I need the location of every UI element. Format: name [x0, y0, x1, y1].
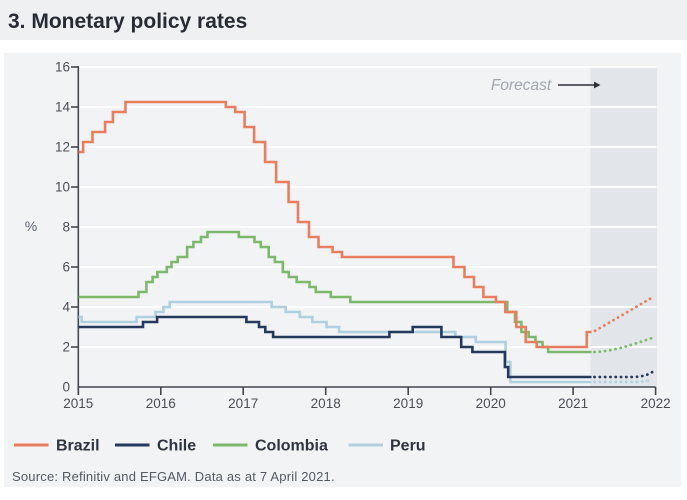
- svg-text:3. Monetary policy rates: 3. Monetary policy rates: [8, 10, 247, 33]
- svg-text:Chile: Chile: [157, 438, 196, 455]
- svg-text:2016: 2016: [146, 396, 176, 411]
- svg-text:6: 6: [62, 260, 70, 275]
- svg-text:2021: 2021: [558, 396, 588, 411]
- svg-text:Colombia: Colombia: [255, 438, 328, 455]
- svg-text:2022: 2022: [641, 396, 671, 411]
- svg-text:2020: 2020: [476, 396, 506, 411]
- svg-text:2017: 2017: [228, 396, 258, 411]
- svg-text:Brazil: Brazil: [56, 438, 100, 455]
- svg-text:Forecast: Forecast: [491, 77, 552, 94]
- svg-text:14: 14: [55, 100, 71, 115]
- svg-text:Source: Refinitiv and EFGAM. D: Source: Refinitiv and EFGAM. Data as at …: [12, 469, 335, 484]
- svg-text:2: 2: [62, 340, 70, 355]
- svg-text:2015: 2015: [63, 396, 93, 411]
- svg-text:2018: 2018: [311, 396, 341, 411]
- svg-text:2019: 2019: [393, 396, 423, 411]
- svg-text:16: 16: [55, 60, 70, 75]
- svg-text:%: %: [25, 218, 37, 234]
- svg-text:8: 8: [62, 220, 70, 235]
- svg-text:10: 10: [55, 180, 70, 195]
- svg-text:Peru: Peru: [390, 438, 426, 455]
- svg-text:0: 0: [62, 380, 70, 395]
- svg-text:4: 4: [62, 300, 70, 315]
- svg-text:12: 12: [55, 140, 70, 155]
